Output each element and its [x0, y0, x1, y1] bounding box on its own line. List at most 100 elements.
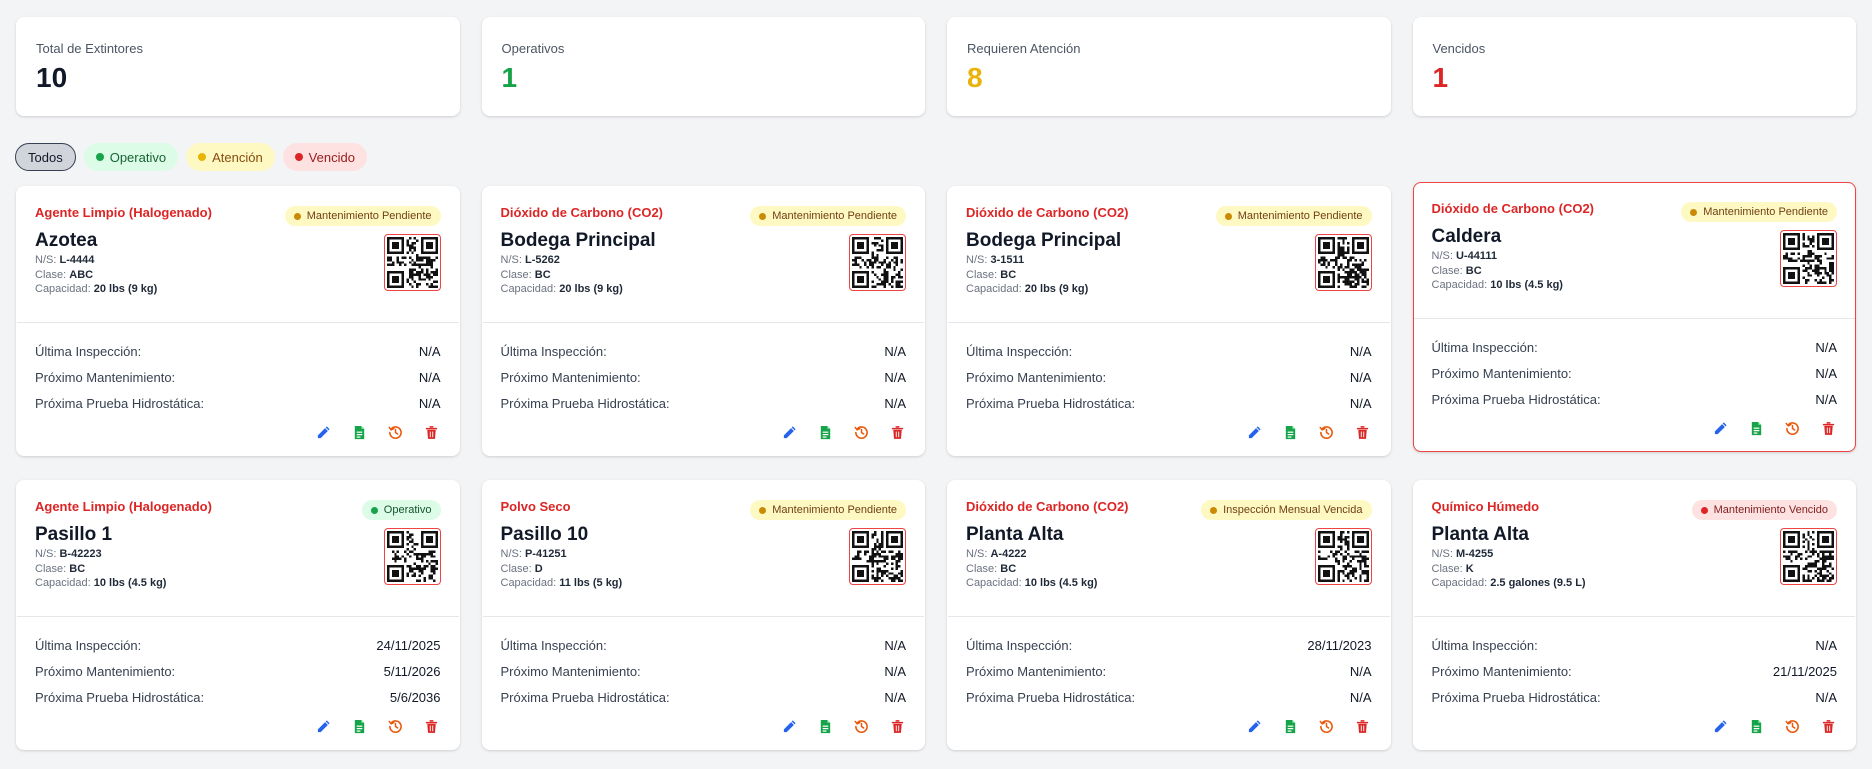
location-name: Bodega Principal [500, 230, 656, 251]
qr-code-icon[interactable] [1314, 528, 1372, 585]
card-actions [1246, 423, 1372, 441]
next-hydrostatic-row: Próxima Prueba Hidrostática: N/A [1432, 684, 1838, 710]
extinguisher-card[interactable]: Dióxido de Carbono (CO2) Inspección Mens… [947, 480, 1391, 750]
location-name: Planta Alta [966, 524, 1064, 545]
history-button[interactable] [852, 717, 870, 735]
next-hydrostatic-row: Próxima Prueba Hidrostática: N/A [35, 390, 441, 416]
row-value: 28/11/2023 [1307, 637, 1372, 653]
extinguisher-card[interactable]: Dióxido de Carbono (CO2) Mantenimiento P… [481, 186, 925, 456]
row-value: N/A [884, 689, 906, 705]
edit-button[interactable] [780, 717, 798, 735]
edit-button[interactable] [315, 717, 333, 735]
filter-atencion[interactable]: Atención [186, 143, 275, 171]
delete-button[interactable] [888, 717, 906, 735]
report-button[interactable] [816, 717, 834, 735]
row-value: 5/11/2026 [383, 663, 441, 679]
qr-code-icon[interactable] [849, 234, 906, 291]
status-filters: Todos Operativo Atención Vencido [15, 143, 367, 171]
history-icon [1784, 421, 1799, 435]
row-value: N/A [884, 343, 906, 359]
report-button[interactable] [1747, 419, 1765, 437]
qr-code-icon[interactable] [1780, 528, 1837, 585]
filter-operativo[interactable]: Operativo [83, 143, 179, 171]
history-button[interactable] [1783, 419, 1801, 437]
next-hydrostatic-row: Próxima Prueba Hidrostática: 5/6/2036 [35, 684, 441, 710]
delete-button[interactable] [1354, 423, 1372, 441]
report-button[interactable] [816, 423, 834, 441]
serial-label: N/S: [966, 254, 988, 266]
green-dot-icon [95, 153, 104, 161]
edit-button[interactable] [1711, 419, 1729, 437]
edit-button[interactable] [315, 423, 333, 441]
stat-value: 1 [1432, 62, 1449, 93]
extinguisher-card[interactable]: Químico Húmedo Mantenimiento Vencido Pla… [1412, 480, 1856, 750]
stat-label: Total de Extintores [36, 41, 143, 56]
report-button[interactable] [351, 423, 369, 441]
serial-line: N/S: L-4444 [35, 254, 441, 267]
pencil-icon [317, 719, 330, 732]
qr-code-icon[interactable] [383, 234, 441, 291]
history-button[interactable] [852, 423, 870, 441]
class-value: BC [69, 562, 86, 575]
serial-value: B-42223 [59, 548, 102, 560]
next-maintenance-row: Próximo Mantenimiento: N/A [501, 364, 907, 390]
history-button[interactable] [1318, 423, 1336, 441]
edit-button[interactable] [1711, 717, 1729, 735]
serial-line: N/S: U-44111 [1432, 250, 1838, 263]
filter-vencido[interactable]: Vencido [282, 143, 367, 171]
qr-code-icon[interactable] [383, 528, 441, 585]
class-line: Clase: BC [501, 269, 907, 282]
class-label: Clase: [966, 562, 998, 575]
row-value: N/A [884, 395, 906, 411]
delete-button[interactable] [1819, 717, 1837, 735]
extinguisher-card[interactable]: Dióxido de Carbono (CO2) Mantenimiento P… [947, 186, 1391, 456]
delete-button[interactable] [423, 717, 441, 735]
card-actions [315, 717, 441, 735]
red-dot-icon [294, 153, 303, 161]
extinguisher-card[interactable]: Polvo Seco Mantenimiento Pendiente Pasil… [481, 480, 925, 750]
report-button[interactable] [1282, 717, 1300, 735]
extinguisher-card[interactable]: Agente Limpio (Halogenado) Operativo Pas… [16, 480, 460, 750]
report-button[interactable] [351, 717, 369, 735]
delete-button[interactable] [1354, 717, 1372, 735]
stat-card-operativos: Operativos 1 [481, 17, 925, 116]
capacity-line: Capacidad: 20 lbs (9 kg) [35, 283, 441, 296]
next-hydrostatic-row: Próxima Prueba Hidrostática: N/A [501, 390, 907, 416]
delete-button[interactable] [1819, 419, 1837, 437]
edit-button[interactable] [1246, 423, 1264, 441]
report-button[interactable] [1747, 717, 1765, 735]
delete-button[interactable] [888, 423, 906, 441]
document-icon [820, 425, 830, 439]
qr-code-icon[interactable] [1314, 234, 1372, 291]
extinguisher-card[interactable]: Dióxido de Carbono (CO2) Mantenimiento P… [1412, 182, 1856, 452]
qr-code-icon[interactable] [849, 528, 906, 585]
history-button[interactable] [1318, 717, 1336, 735]
row-value: N/A [1815, 689, 1837, 705]
last-inspection-row: Última Inspección: N/A [35, 338, 441, 364]
card-actions [780, 717, 906, 735]
status-badge: Mantenimiento Pendiente [1681, 202, 1837, 222]
dates-list: Última Inspección: 24/11/2025 Próximo Man… [17, 617, 459, 710]
stat-value: 10 [36, 62, 68, 93]
row-value: N/A [884, 663, 906, 679]
edit-button[interactable] [1246, 717, 1264, 735]
row-label: Próximo Mantenimiento: [966, 369, 1107, 385]
status-dot-icon [370, 506, 378, 514]
history-button[interactable] [387, 423, 405, 441]
row-label: Próxima Prueba Hidrostática: [35, 689, 205, 705]
status-text: Mantenimiento Pendiente [772, 504, 897, 516]
extinguisher-card[interactable]: Agente Limpio (Halogenado) Mantenimiento… [16, 186, 460, 456]
filter-todos[interactable]: Todos [15, 143, 76, 171]
history-button[interactable] [387, 717, 405, 735]
history-icon [853, 719, 868, 733]
row-value: N/A [1349, 689, 1372, 705]
last-inspection-row: Última Inspección: 24/11/2025 [35, 632, 441, 658]
status-badge: Inspección Mensual Vencida [1201, 500, 1372, 520]
edit-button[interactable] [780, 423, 798, 441]
report-button[interactable] [1282, 423, 1300, 441]
qr-code-icon[interactable] [1780, 230, 1837, 287]
serial-value: 3-1511 [990, 254, 1025, 266]
history-button[interactable] [1783, 717, 1801, 735]
trash-icon [891, 719, 903, 733]
delete-button[interactable] [423, 423, 441, 441]
